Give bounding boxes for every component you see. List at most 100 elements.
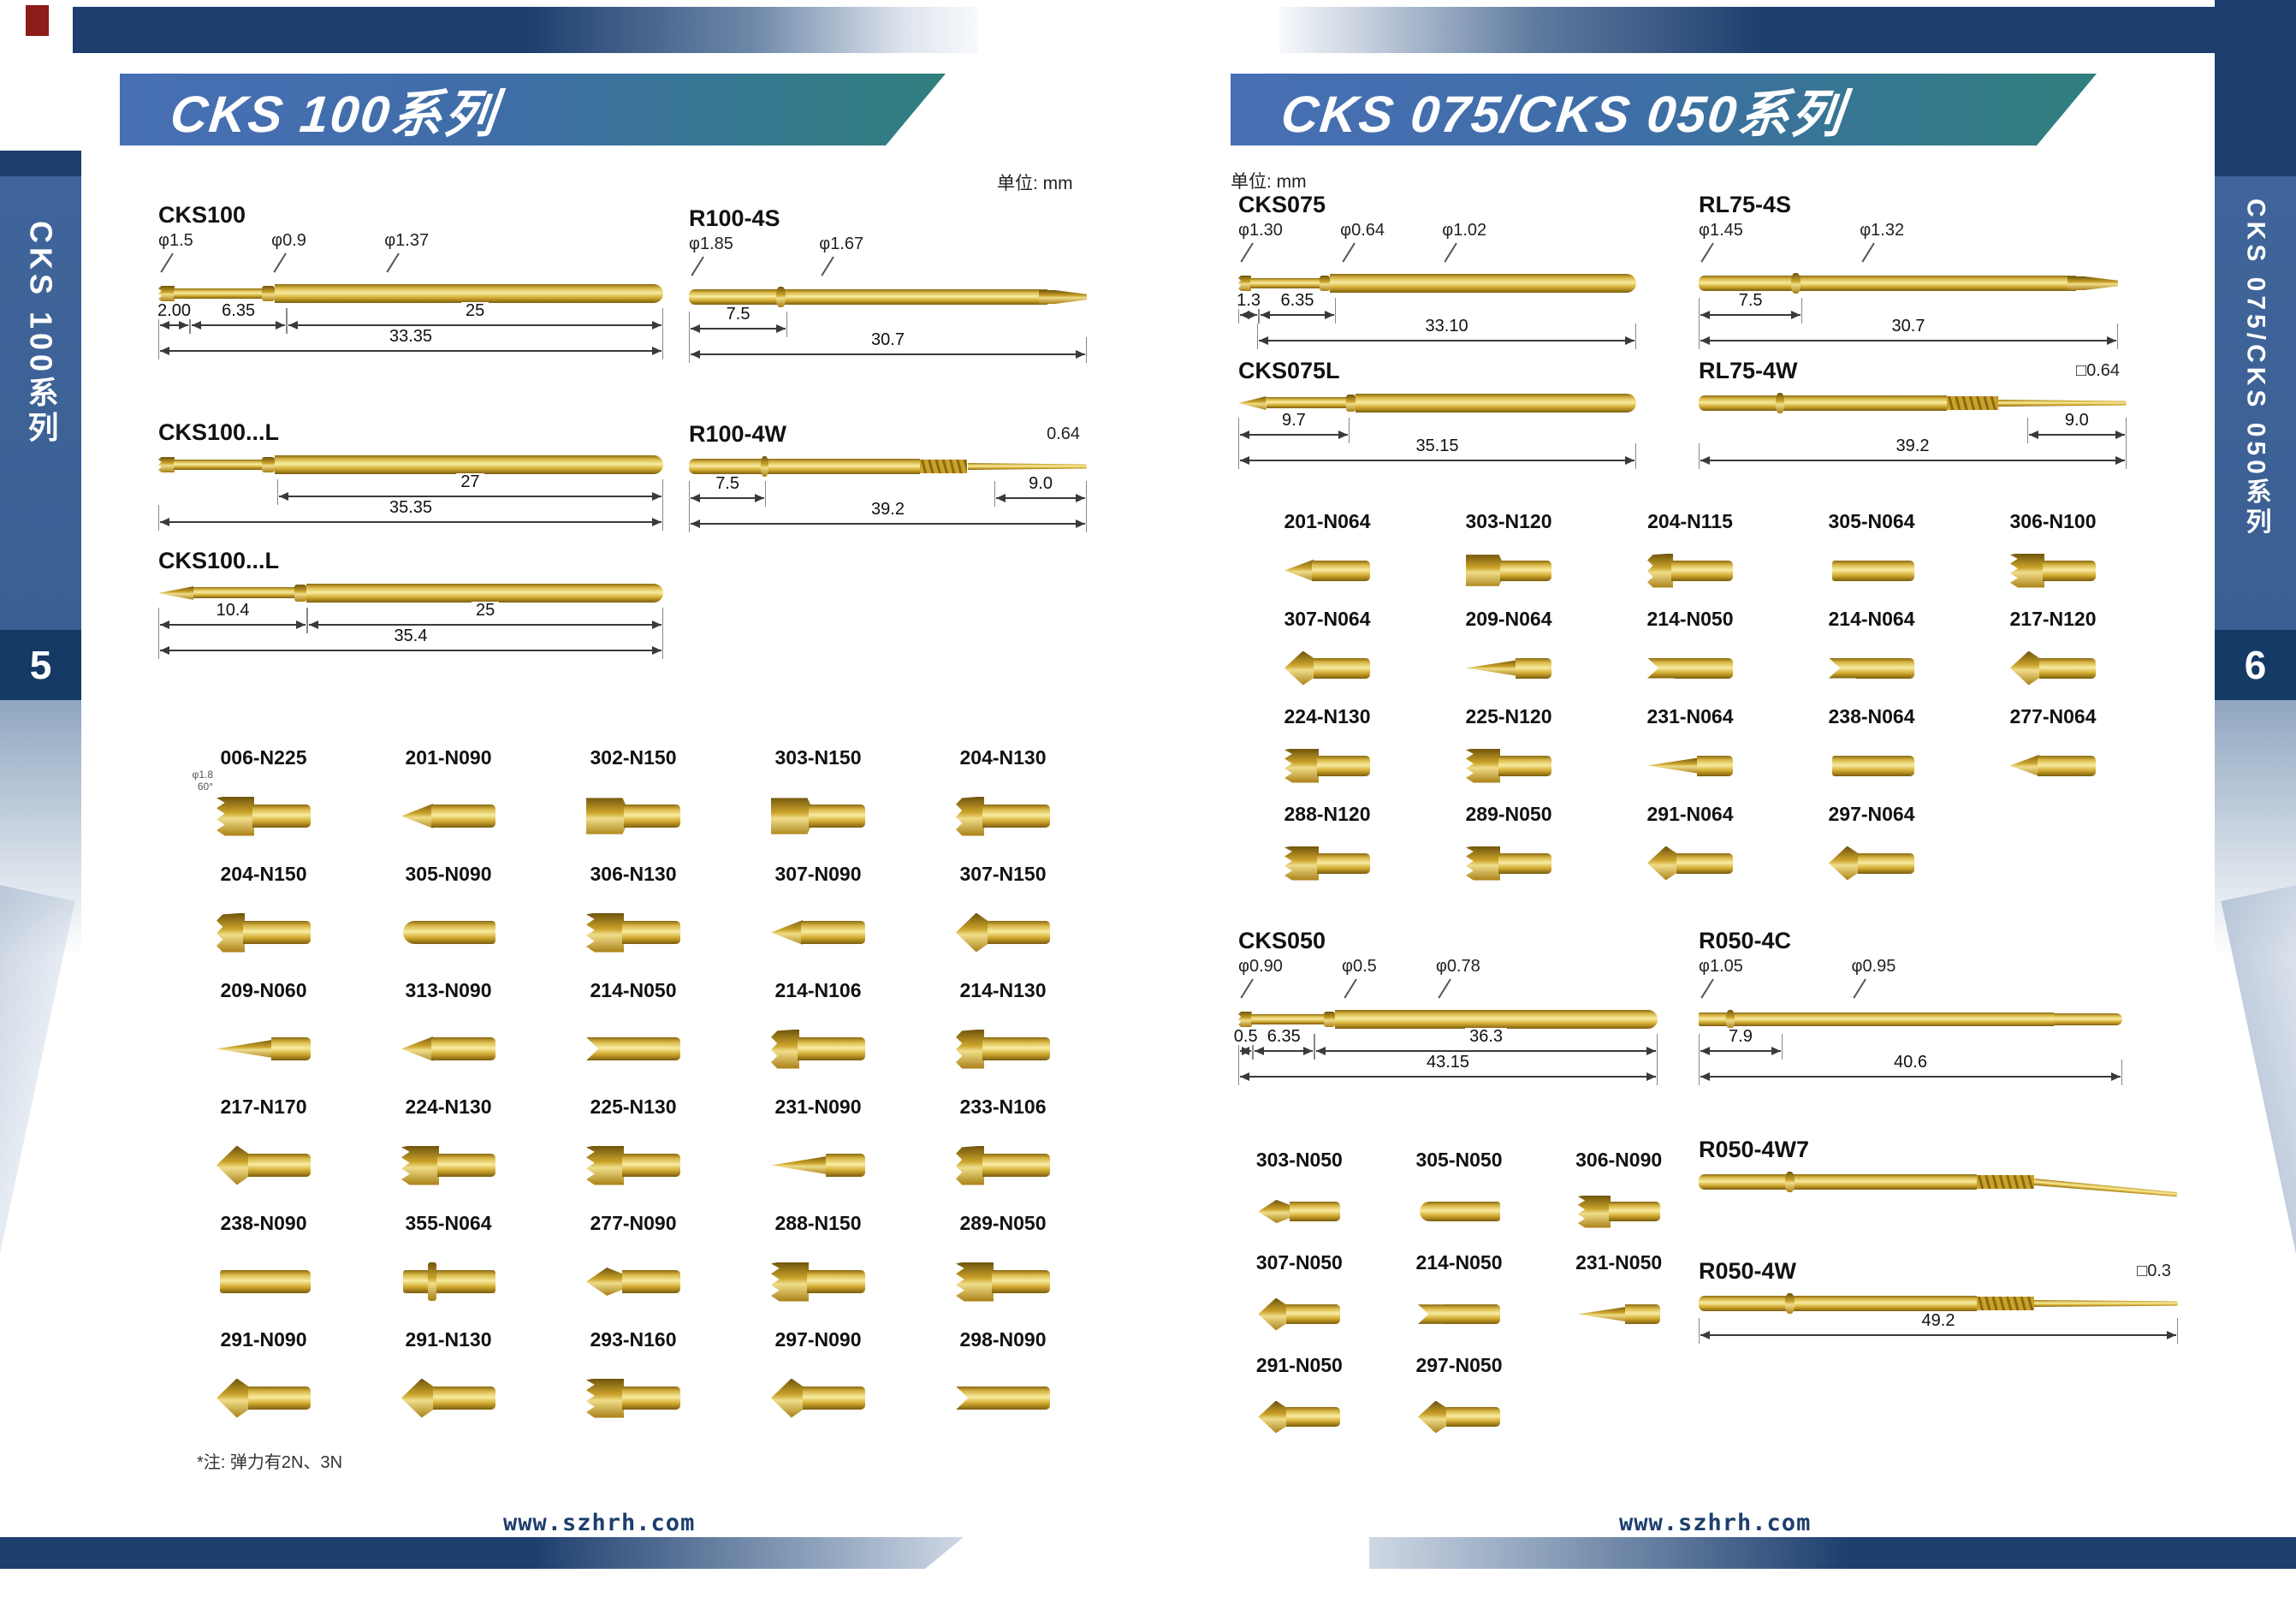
dimension-drawing: RL75-4W □0.64 xyxy=(1699,358,2127,469)
tip-head-shape xyxy=(2010,553,2044,588)
probe-tip-figure-wrap xyxy=(1258,1172,1341,1251)
probe-shaft-part xyxy=(1776,393,1784,413)
probe-body-part xyxy=(2034,1300,2178,1307)
series-banner-left: CKS 100系列 xyxy=(120,74,946,145)
website-url-right[interactable]: www.szhrh.com xyxy=(1619,1510,1812,1536)
probe-collar-part xyxy=(1320,276,1331,291)
probe-tip-figure xyxy=(1466,748,1551,783)
dimension-row: 39.2 xyxy=(1699,437,2127,469)
probe-collar-part xyxy=(261,457,276,472)
tip-head-shape xyxy=(771,798,811,834)
probe-tip-figure xyxy=(1284,846,1370,881)
probe-model-label: 306-N130 xyxy=(590,863,677,885)
probe-collar-part xyxy=(2068,276,2085,290)
probe-tip-figure xyxy=(401,797,495,836)
series-title-left: CKS 100系列 xyxy=(167,85,501,143)
probe-tip-item: 297-N050 xyxy=(1379,1354,1540,1457)
dimension-rows: 7.5 xyxy=(1699,292,2118,349)
probe-tip-item: 204-N115 xyxy=(1599,510,1781,608)
tip-body-shape xyxy=(1832,560,1914,581)
tip-head-shape xyxy=(1647,757,1699,774)
probe-tip-item: 231-N050 xyxy=(1539,1251,1699,1354)
probe-graphic xyxy=(1699,1289,2178,1318)
dim-arrow-left xyxy=(160,620,169,629)
dimension: 40.6 xyxy=(1699,1054,2122,1085)
probe-tip-figure-wrap xyxy=(586,1119,680,1212)
probe-tip-figure-wrap xyxy=(1284,826,1370,900)
probe-model-label: 303-N120 xyxy=(1465,510,1552,532)
tip-head-shape xyxy=(586,798,626,834)
side-tab-right-label: CKS 075/CKS 050系列 xyxy=(2241,199,2270,538)
probe-graphic xyxy=(1699,389,2127,418)
tip-body-shape xyxy=(2038,755,2096,776)
probe-graphic xyxy=(158,579,663,608)
probe-tip-figure-wrap xyxy=(401,886,495,979)
probe-tip-item: 006-N225 φ1.8 60° xyxy=(171,746,356,863)
probe-tip-item: 297-N064 xyxy=(1781,803,1962,900)
dim-arrow-right xyxy=(1791,311,1801,319)
diameter-label: φ1.67 xyxy=(819,235,949,281)
dimension-row: 7.5 9.0 xyxy=(689,475,1087,507)
tip-head-shape xyxy=(956,1145,984,1185)
series-title-right: CKS 075/CKS 050系列 xyxy=(1278,85,1848,143)
probe-tip-part xyxy=(689,459,920,474)
dimension-row: 2.00 6.35 25 xyxy=(153,302,663,334)
dimension: 39.2 xyxy=(1699,437,2127,469)
diameter-label xyxy=(1556,221,1636,267)
probe-tip-figure xyxy=(1829,651,1914,686)
dim-arrow-left xyxy=(1700,456,1710,465)
probe-tip-figure-wrap: φ1.8 60° xyxy=(193,769,311,863)
tip-body-shape xyxy=(803,1386,865,1410)
dim-arrow-left xyxy=(1240,456,1249,465)
probe-tip-figure xyxy=(956,1145,1050,1185)
side-tab-left[interactable]: CKS 100系列 xyxy=(0,176,81,630)
probe-graphic xyxy=(1238,269,1636,298)
probe-tip-part xyxy=(158,586,194,600)
probe-model-label: 214-N050 xyxy=(1415,1251,1503,1274)
website-url-left[interactable]: www.szhrh.com xyxy=(503,1510,696,1536)
tip-body-shape xyxy=(1625,1304,1660,1324)
probe-shaft-part xyxy=(173,288,262,299)
tip-body-shape xyxy=(1317,755,1370,776)
dimension-row: 9.7 xyxy=(1238,412,1636,443)
dim-arrow-right xyxy=(1625,456,1634,465)
drawing-title: RL75-4S xyxy=(1699,192,1792,217)
probe-model-label: 225-N120 xyxy=(1465,705,1552,727)
dimension: 7.5 xyxy=(689,306,788,337)
bottom-left-diagonal-band xyxy=(0,882,75,1621)
tip-body-shape xyxy=(825,1153,865,1178)
probe-tip-item: 297-N090 xyxy=(726,1328,911,1445)
tip-head-shape xyxy=(586,1378,624,1418)
tip-head-shape xyxy=(771,919,804,946)
series-banner-right: CKS 075/CKS 050系列 xyxy=(1231,74,2097,145)
tip-body-shape xyxy=(2039,657,2096,679)
probe-tip-figure-wrap xyxy=(956,1002,1050,1096)
drawing-title: R050-4W7 xyxy=(1699,1137,1810,1162)
dimension-drawing: RL75-4S φ1.45 φ1.32 xyxy=(1699,192,2118,349)
probe-tip-item: 303-N120 xyxy=(1418,510,1599,608)
tip-body-shape xyxy=(621,1269,680,1294)
tip-head-shape xyxy=(771,1262,809,1302)
tip-head-shape xyxy=(1466,660,1517,676)
dimension: 7.5 xyxy=(689,475,767,507)
probe-model-label: 291-N064 xyxy=(1646,803,1734,825)
probe-model-label: 204-N115 xyxy=(1647,510,1733,532)
dimension-rows: 2.00 6.35 25 xyxy=(153,302,663,359)
side-tab-right[interactable]: CKS 075/CKS 050系列 xyxy=(2215,176,2296,630)
dimension-drawing: CKS100 φ1.5 φ0.9 φ1.37 xyxy=(153,202,663,359)
probe-tip-figure xyxy=(771,1146,865,1185)
probe-tip-figure xyxy=(1284,748,1370,783)
dimension-rows: 0.5 6.35 36.3 xyxy=(1229,1028,1658,1085)
probe-tip-figure-wrap xyxy=(1417,1274,1500,1354)
probe-tip-figure xyxy=(1466,651,1551,686)
tip-body-shape xyxy=(1285,1304,1341,1324)
diameter-label xyxy=(1994,957,2122,1003)
dimension: 49.2 xyxy=(1699,1312,2178,1344)
probe-tip-part xyxy=(1699,1012,2055,1026)
dim-arrow-left xyxy=(288,321,299,330)
probe-tip-figure-wrap xyxy=(1647,826,1733,900)
dim-arrow-left xyxy=(160,321,169,330)
probe-tip-figure xyxy=(1417,1298,1500,1331)
tip-head-shape xyxy=(771,1029,799,1069)
dim-arrow-right xyxy=(652,518,662,526)
